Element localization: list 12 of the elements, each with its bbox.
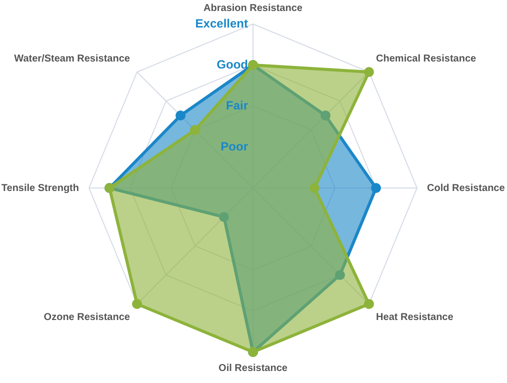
spoke-label: Abrasion Resistance [204, 2, 303, 14]
spoke-label: Ozone Resistance [44, 312, 130, 323]
spoke-label: Oil Resistance [218, 362, 288, 374]
spoke-label: Tensile Strength [1, 182, 79, 194]
spoke-label: Heat Resistance [376, 312, 454, 323]
y-tick-label: Good [216, 57, 248, 72]
y-tick-label: Poor [220, 139, 248, 154]
spoke-label: Cold Resistance [427, 182, 506, 194]
spoke-label: Chemical Resistance [376, 54, 477, 65]
spoke-label: Water/Steam Resistance [14, 54, 130, 65]
y-tick-label: Excellent [195, 16, 248, 30]
y-tick-label: Fair [226, 98, 248, 112]
